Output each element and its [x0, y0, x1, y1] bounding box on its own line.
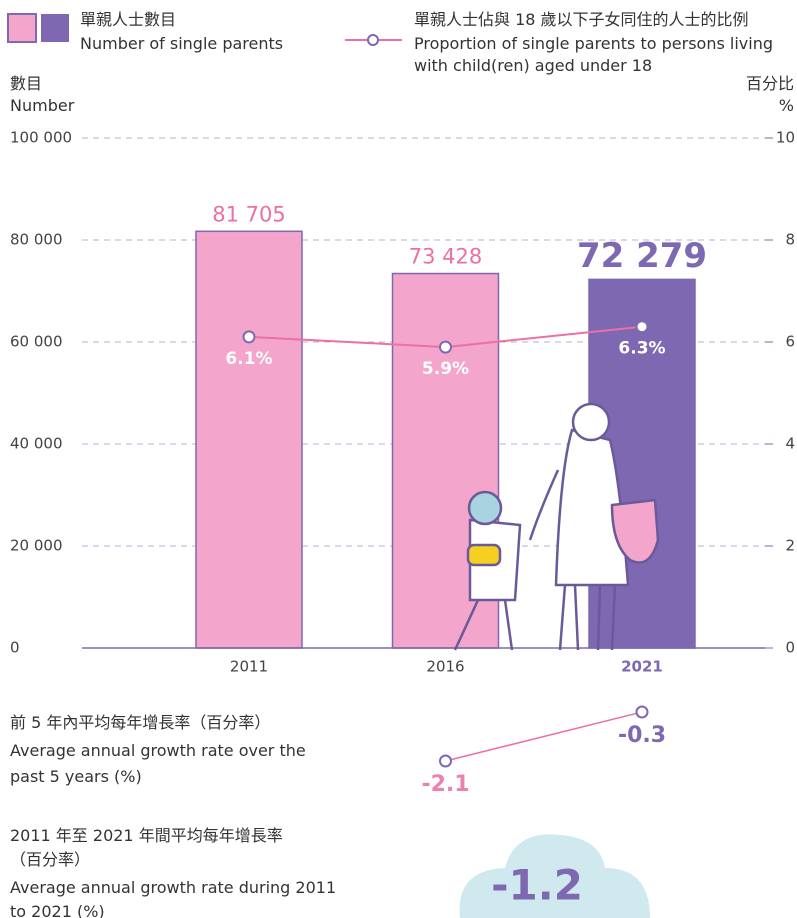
legend-label-zh: 單親人士數目 — [80, 9, 176, 31]
legend-swatch — [8, 14, 36, 42]
legend-swatch — [41, 14, 69, 42]
y-axis-title-zh: 數目 — [10, 73, 42, 95]
y-tick-label: 0 — [10, 639, 20, 657]
legend-marker — [368, 35, 378, 45]
bar-value-label: 72 279 — [577, 236, 707, 276]
y2-axis-title-zh: 百分比 — [746, 73, 794, 95]
legend-label: Number of single parents — [80, 33, 283, 55]
growth-title: Average annual growth rate over the past… — [10, 738, 330, 790]
y2-tick-label: 6 — [785, 333, 795, 351]
x-tick-label: 2011 — [230, 658, 268, 676]
y2-tick-label: 0 — [785, 639, 795, 657]
growth-line — [446, 712, 643, 761]
summary-value: -1.2 — [491, 861, 583, 910]
bar — [196, 231, 302, 648]
y2-tick-label: 8 — [785, 231, 795, 249]
growth-value-label: -2.1 — [421, 772, 469, 797]
infographic: 0 20 000 40 000 60 000 80 000 100 000 0 2 4 6 8 10 8… — [0, 0, 797, 918]
legend-label: Proportion of single parents to persons … — [414, 33, 794, 77]
y-tick-label: 80 000 — [10, 231, 63, 249]
y2-tick-label: 10 — [776, 129, 795, 147]
y-tick-label: 60 000 — [10, 333, 63, 351]
y2-axis-title: % — [779, 95, 794, 117]
growth-title-zh: 前 5 年內平均每年增長率（百分率） — [10, 712, 270, 734]
growth-marker — [637, 707, 648, 718]
summary-title: Average annual growth rate during 2011 t… — [10, 876, 350, 918]
y2-tick-label: 4 — [785, 435, 795, 453]
summary-title-zh: 2011 年至 2021 年間平均每年增長率（百分率） — [10, 824, 300, 872]
y-axis-title: Number — [10, 95, 74, 117]
growth-marker — [440, 756, 451, 767]
y-tick-label: 100 000 — [10, 129, 72, 147]
growth-value-label: -0.3 — [618, 723, 666, 748]
line-value-label: 5.9% — [422, 359, 469, 379]
x-tick-label: 2016 — [426, 658, 464, 676]
y-tick-label: 40 000 — [10, 435, 63, 453]
line-marker — [440, 342, 451, 353]
bar-value-label: 73 428 — [409, 245, 482, 269]
x-tick-label: 2021 — [621, 658, 663, 676]
y2-tick-label: 2 — [785, 537, 795, 555]
bar-value-label: 81 705 — [212, 202, 285, 226]
y-tick-label: 20 000 — [10, 537, 63, 555]
legend-label-zh: 單親人士佔與 18 歲以下子女同住的人士的比例 — [414, 9, 749, 31]
line-marker — [637, 321, 648, 332]
line-value-label: 6.1% — [225, 349, 272, 369]
line-marker — [244, 331, 255, 342]
line-value-label: 6.3% — [618, 339, 665, 359]
